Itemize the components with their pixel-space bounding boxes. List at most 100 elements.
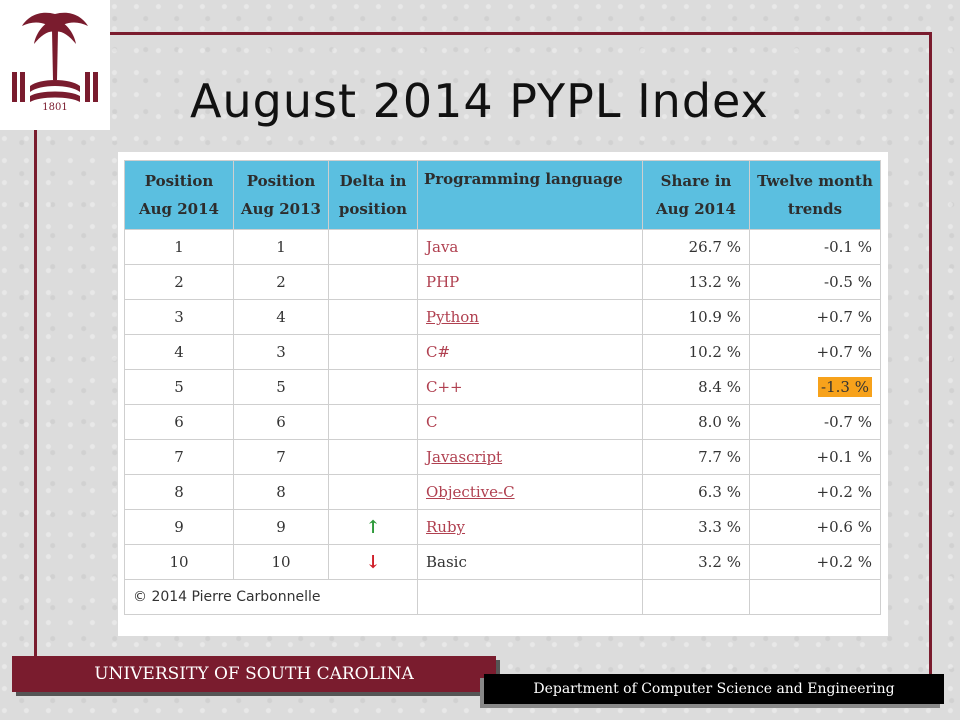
footer-empty-cell bbox=[417, 579, 643, 615]
cell-trend: +0.2 % bbox=[749, 474, 881, 510]
footer-empty-cell bbox=[749, 579, 881, 615]
cell-trend: +0.7 % bbox=[749, 299, 881, 335]
cell-language[interactable]: C# bbox=[417, 334, 643, 370]
table-row: 6 6 C 8.0 % -0.7 % bbox=[124, 404, 881, 440]
cell-pos-2014: 2 bbox=[124, 264, 234, 300]
copyright-note: © 2014 Pierre Carbonnelle bbox=[124, 579, 418, 615]
cell-delta bbox=[328, 334, 418, 370]
header-delta: Delta in position bbox=[328, 160, 418, 230]
trend-highlight-badge: -1.3 % bbox=[818, 377, 872, 397]
cell-pos-2014: 4 bbox=[124, 334, 234, 370]
cell-language[interactable]: Python bbox=[417, 299, 643, 335]
arrow-down-icon: ↓ bbox=[365, 551, 381, 573]
cell-trend: +0.6 % bbox=[749, 509, 881, 545]
usc-logo: 1801 bbox=[0, 0, 110, 130]
language-link[interactable]: C# bbox=[426, 343, 451, 361]
cell-trend: -0.1 % bbox=[749, 229, 881, 265]
cell-pos-2013: 9 bbox=[233, 509, 329, 545]
cell-language[interactable]: Ruby bbox=[417, 509, 643, 545]
language-link[interactable]: PHP bbox=[426, 273, 460, 291]
cell-delta bbox=[328, 299, 418, 335]
cell-delta bbox=[328, 229, 418, 265]
cell-trend: -0.5 % bbox=[749, 264, 881, 300]
footer-empty-cell bbox=[642, 579, 750, 615]
table-row: 4 3 C# 10.2 % +0.7 % bbox=[124, 334, 881, 370]
cell-share: 3.3 % bbox=[642, 509, 750, 545]
cell-pos-2014: 10 bbox=[124, 544, 234, 580]
cell-pos-2013: 2 bbox=[233, 264, 329, 300]
cell-language[interactable]: C bbox=[417, 404, 643, 440]
table-row: 2 2 PHP 13.2 % -0.5 % bbox=[124, 264, 881, 300]
language-link[interactable]: C++ bbox=[426, 378, 463, 396]
language-link[interactable]: Objective-C bbox=[426, 483, 515, 501]
language-link[interactable]: Java bbox=[426, 238, 459, 256]
logo-year: 1801 bbox=[42, 102, 67, 113]
table-row: 8 8 Objective-C 6.3 % +0.2 % bbox=[124, 474, 881, 510]
table-row: 10 10 ↓ Basic 3.2 % +0.2 % bbox=[124, 544, 881, 580]
cell-pos-2013: 7 bbox=[233, 439, 329, 475]
cell-delta bbox=[328, 264, 418, 300]
cell-delta bbox=[328, 369, 418, 405]
cell-language[interactable]: Javascript bbox=[417, 439, 643, 475]
slide-title: August 2014 PYPL Index bbox=[190, 74, 769, 128]
cell-share: 8.4 % bbox=[642, 369, 750, 405]
language-link[interactable]: Javascript bbox=[426, 448, 503, 466]
cell-language[interactable]: PHP bbox=[417, 264, 643, 300]
cell-pos-2013: 10 bbox=[233, 544, 329, 580]
cell-trend: +0.7 % bbox=[749, 334, 881, 370]
header-language: Programming language bbox=[417, 160, 643, 230]
cell-language[interactable]: C++ bbox=[417, 369, 643, 405]
cell-pos-2013: 1 bbox=[233, 229, 329, 265]
cell-share: 13.2 % bbox=[642, 264, 750, 300]
header-position-2014: Position Aug 2014 bbox=[124, 160, 234, 230]
department-banner: Department of Computer Science and Engin… bbox=[484, 674, 944, 704]
cell-delta bbox=[328, 439, 418, 475]
cell-share: 10.2 % bbox=[642, 334, 750, 370]
cell-pos-2014: 6 bbox=[124, 404, 234, 440]
cell-pos-2014: 3 bbox=[124, 299, 234, 335]
cell-delta: ↓ bbox=[328, 544, 418, 580]
cell-pos-2013: 6 bbox=[233, 404, 329, 440]
cell-language[interactable]: Objective-C bbox=[417, 474, 643, 510]
language-link[interactable]: Python bbox=[426, 308, 479, 326]
table-header-row: Position Aug 2014 Position Aug 2013 Delta … bbox=[124, 160, 881, 230]
cell-language: Basic bbox=[417, 544, 643, 580]
cell-pos-2014: 8 bbox=[124, 474, 234, 510]
cell-share: 7.7 % bbox=[642, 439, 750, 475]
cell-delta: ↑ bbox=[328, 509, 418, 545]
cell-share: 6.3 % bbox=[642, 474, 750, 510]
cell-delta bbox=[328, 474, 418, 510]
cell-share: 10.9 % bbox=[642, 299, 750, 335]
table-row: 5 5 C++ 8.4 % -1.3 % bbox=[124, 369, 881, 405]
language-link[interactable]: C bbox=[426, 413, 438, 431]
header-share: Share in Aug 2014 bbox=[642, 160, 750, 230]
cell-share: 26.7 % bbox=[642, 229, 750, 265]
language-link[interactable]: Ruby bbox=[426, 518, 466, 536]
cell-language[interactable]: Java bbox=[417, 229, 643, 265]
table-row: 9 9 ↑ Ruby 3.3 % +0.6 % bbox=[124, 509, 881, 545]
university-banner: UNIVERSITY OF SOUTH CAROLINA bbox=[12, 656, 496, 692]
cell-share: 3.2 % bbox=[642, 544, 750, 580]
cell-pos-2013: 3 bbox=[233, 334, 329, 370]
usc-palmetto-logo-icon: 1801 bbox=[12, 12, 98, 113]
table-row: 7 7 Javascript 7.7 % +0.1 % bbox=[124, 439, 881, 475]
cell-pos-2014: 5 bbox=[124, 369, 234, 405]
cell-share: 8.0 % bbox=[642, 404, 750, 440]
frame-top-line bbox=[110, 32, 932, 35]
cell-pos-2014: 9 bbox=[124, 509, 234, 545]
frame-left-line bbox=[34, 130, 37, 660]
cell-trend: -1.3 % bbox=[749, 369, 881, 405]
cell-delta bbox=[328, 404, 418, 440]
cell-pos-2013: 5 bbox=[233, 369, 329, 405]
pypl-table-image: Position Aug 2014 Position Aug 2013 Delta … bbox=[118, 152, 888, 636]
cell-trend: +0.2 % bbox=[749, 544, 881, 580]
cell-trend: +0.1 % bbox=[749, 439, 881, 475]
header-position-2013: Position Aug 2013 bbox=[233, 160, 329, 230]
cell-pos-2013: 8 bbox=[233, 474, 329, 510]
cell-trend: -0.7 % bbox=[749, 404, 881, 440]
table-row: 1 1 Java 26.7 % -0.1 % bbox=[124, 229, 881, 265]
cell-pos-2014: 1 bbox=[124, 229, 234, 265]
cell-pos-2014: 7 bbox=[124, 439, 234, 475]
frame-right-line bbox=[929, 32, 932, 676]
arrow-up-icon: ↑ bbox=[365, 516, 381, 538]
